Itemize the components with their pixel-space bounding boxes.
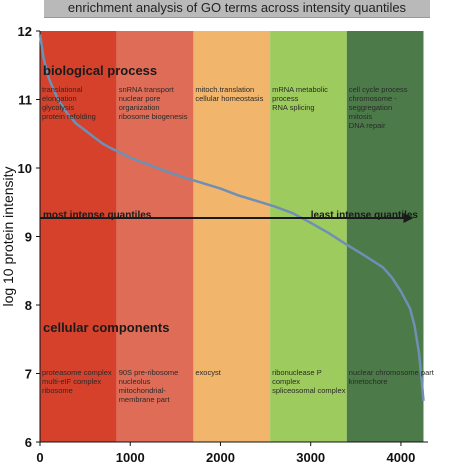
- bp-term: RNA splicing: [272, 103, 315, 112]
- bp-term: mRNA metabolic: [272, 85, 328, 94]
- bp-term: mitosis: [349, 112, 373, 121]
- cc-term: membrane part: [119, 395, 171, 404]
- bp-term: DNA repair: [349, 121, 386, 130]
- most-intense-label: most intense quantiles: [43, 210, 152, 221]
- cc-term: ribonuclease P: [272, 368, 322, 377]
- bp-term: cellular homeostasis: [195, 94, 263, 103]
- bp-term: seggregation: [349, 103, 392, 112]
- cc-term: ribosome: [42, 386, 73, 395]
- cc-term: 90S pre-ribosome: [119, 368, 179, 377]
- quantile-band-3: [193, 31, 271, 442]
- y-tick-label: 7: [25, 367, 32, 382]
- y-axis-label: log 10 protein intensity: [0, 166, 16, 306]
- x-tick-label: 4000: [386, 450, 415, 465]
- bp-term: organization: [119, 103, 160, 112]
- bp-term: mitoch.translation: [195, 85, 254, 94]
- cc-term: nucleolus: [119, 377, 151, 386]
- bp-term: cell cycle process: [349, 85, 408, 94]
- axes: 6 7 8 9 10 11 12 0 1000 2000 3000 4000 log 10 protei…: [0, 24, 428, 465]
- cc-header: cellular components: [43, 320, 169, 335]
- bp-term: elongation: [42, 94, 77, 103]
- cc-term: spliceosomal complex: [272, 386, 346, 395]
- y-tick-label: 10: [18, 161, 32, 176]
- bp-term: process: [272, 94, 299, 103]
- cc-term: nuclear chromosome part: [349, 368, 435, 377]
- cc-term: multi-eIF complex: [42, 377, 101, 386]
- annotations: biological process cellular components mos…: [42, 63, 435, 404]
- cc-term: complex: [272, 377, 300, 386]
- cc-term: proteasome complex: [42, 368, 112, 377]
- y-tick-label: 12: [18, 24, 32, 39]
- y-tick-label: 9: [25, 230, 32, 245]
- cc-term: kinetochore: [349, 377, 388, 386]
- quantile-band-5: [346, 31, 424, 442]
- chart-title: enrichment analysis of GO terms across i…: [67, 0, 407, 15]
- bp-term: ribosome biogenesis: [119, 112, 188, 121]
- bp-term: translational: [42, 85, 83, 94]
- x-tick-label: 2000: [206, 450, 235, 465]
- quantile-bands: [40, 31, 424, 442]
- bp-term: nuclear pore: [119, 94, 161, 103]
- cc-term: exocyst: [195, 368, 221, 377]
- title-bar: enrichment analysis of GO terms across i…: [44, 0, 430, 18]
- bp-term: chromosome -: [349, 94, 397, 103]
- x-tick-label: 0: [36, 450, 43, 465]
- least-intense-label: least intense quantiles: [311, 210, 419, 221]
- y-tick-label: 8: [25, 298, 32, 313]
- y-tick-label: 6: [25, 435, 32, 450]
- quantile-band-1: [40, 31, 117, 442]
- x-tick-label: 3000: [296, 450, 325, 465]
- bp-header: biological process: [43, 63, 157, 78]
- cc-term: mitochondrial-: [119, 386, 167, 395]
- bp-term: glycolysis: [42, 103, 74, 112]
- series-layer: [38, 34, 425, 402]
- intensity-curve-1: [38, 34, 425, 402]
- y-tick-label: 11: [18, 93, 32, 108]
- bp-term: protein refolding: [42, 112, 96, 121]
- quantile-band-2: [116, 31, 194, 442]
- bp-term: snRNA transport: [119, 85, 175, 94]
- x-tick-label: 1000: [116, 450, 145, 465]
